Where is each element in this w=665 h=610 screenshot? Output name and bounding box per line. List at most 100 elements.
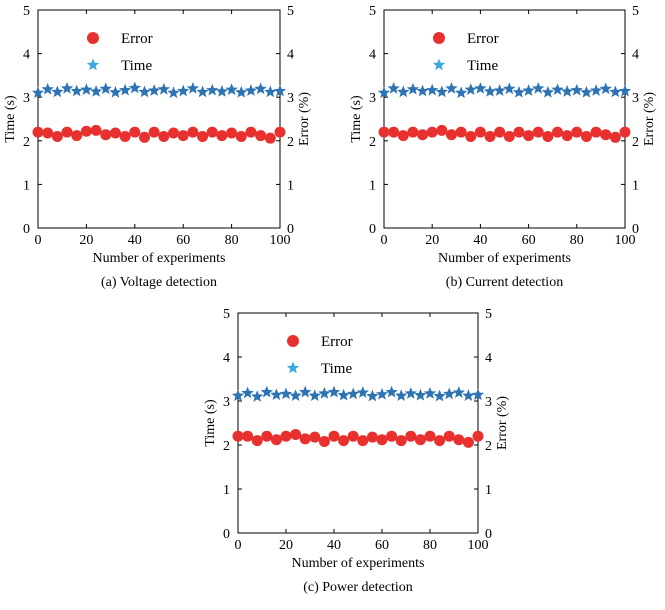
error-point [197, 130, 209, 142]
time-point [318, 387, 331, 399]
time-point [356, 386, 369, 398]
error-point [571, 126, 583, 138]
y-tick-label-right: 2 [485, 439, 492, 454]
error-point [378, 126, 390, 138]
time-point [251, 390, 264, 402]
error-point [609, 131, 621, 143]
x-tick-label: 40 [473, 233, 487, 248]
time-point [337, 388, 350, 401]
error-point [226, 127, 238, 139]
y-tick-label-left: 3 [223, 395, 230, 410]
y-tick-label-right: 4 [485, 351, 492, 366]
x-axis-label: Number of experiments [93, 251, 226, 266]
error-point [580, 130, 592, 142]
chart-caption: (a) Voltage detection [101, 275, 217, 290]
time-point [464, 83, 477, 96]
time-point [462, 389, 475, 401]
legend-error-marker [87, 32, 99, 44]
error-point [280, 430, 292, 442]
time-point [347, 387, 360, 400]
error-point [206, 126, 218, 138]
time-point [225, 83, 238, 96]
series-error [32, 124, 286, 144]
time-point [231, 389, 245, 401]
y-tick-label-left: 1 [369, 178, 376, 193]
y-tick-label-right: 5 [485, 307, 492, 322]
time-point [244, 84, 258, 96]
legend-label-error: Error [467, 31, 499, 47]
time-point [109, 85, 122, 98]
time-point [452, 386, 465, 398]
error-point [138, 131, 150, 143]
time-point [51, 85, 64, 98]
error-point [242, 430, 254, 442]
time-point [599, 82, 612, 95]
y-tick-label-right: 0 [287, 222, 294, 237]
time-point [167, 86, 180, 99]
y-axis-label-right: Error (%) [495, 396, 510, 450]
series-time [31, 81, 287, 99]
time-point [147, 84, 161, 96]
legend-label-time: Time [321, 361, 352, 377]
time-point [289, 389, 302, 401]
time-point [395, 389, 408, 401]
time-point [503, 82, 516, 95]
error-point [328, 430, 340, 442]
time-point [522, 84, 535, 96]
y-tick-label-right: 3 [287, 91, 294, 106]
error-point [407, 126, 419, 138]
time-point [241, 386, 254, 399]
error-point [347, 430, 359, 442]
error-point [261, 430, 273, 442]
error-point [405, 430, 417, 442]
time-point [118, 83, 132, 96]
series-time [377, 81, 632, 99]
time-point [299, 385, 312, 398]
x-tick-label: 100 [270, 233, 291, 248]
time-point [308, 389, 321, 401]
error-point [264, 132, 276, 144]
error-point [600, 129, 612, 141]
x-tick-label: 100 [468, 538, 489, 553]
error-point [158, 130, 170, 142]
y-tick-label-left: 0 [369, 222, 376, 237]
chart-caption: (c) Power detection [303, 580, 413, 595]
error-point [542, 130, 554, 142]
error-point [494, 126, 506, 138]
time-point [366, 389, 379, 402]
time-point [254, 82, 267, 95]
series-error [378, 124, 631, 143]
error-point [177, 130, 189, 142]
y-tick-label-right: 0 [632, 222, 639, 237]
y-tick-label-right: 3 [485, 395, 492, 410]
error-point [590, 126, 602, 138]
time-point [474, 81, 487, 94]
error-point [561, 130, 573, 142]
time-point [387, 81, 400, 94]
y-axis-label-right: Error (%) [297, 92, 312, 146]
error-point [445, 129, 457, 141]
error-point [42, 127, 54, 139]
time-point [128, 81, 141, 94]
time-point [414, 388, 427, 401]
time-point [609, 85, 622, 98]
time-point [31, 86, 45, 99]
x-axis-label: Number of experiments [292, 556, 425, 571]
time-point [560, 85, 574, 97]
time-point [264, 85, 277, 98]
error-point [187, 126, 199, 138]
time-point [80, 83, 93, 96]
error-point [251, 435, 263, 447]
x-axis-label: Number of experiments [438, 251, 571, 266]
time-point [580, 85, 593, 98]
time-point [196, 85, 209, 98]
time-point [423, 387, 437, 399]
error-point [472, 430, 484, 442]
series-time [231, 385, 485, 402]
x-tick-label: 40 [327, 538, 341, 553]
error-point [100, 129, 112, 141]
error-point [270, 434, 282, 446]
time-point [454, 86, 468, 99]
time-point [273, 84, 287, 97]
legend-error-marker [433, 32, 445, 44]
